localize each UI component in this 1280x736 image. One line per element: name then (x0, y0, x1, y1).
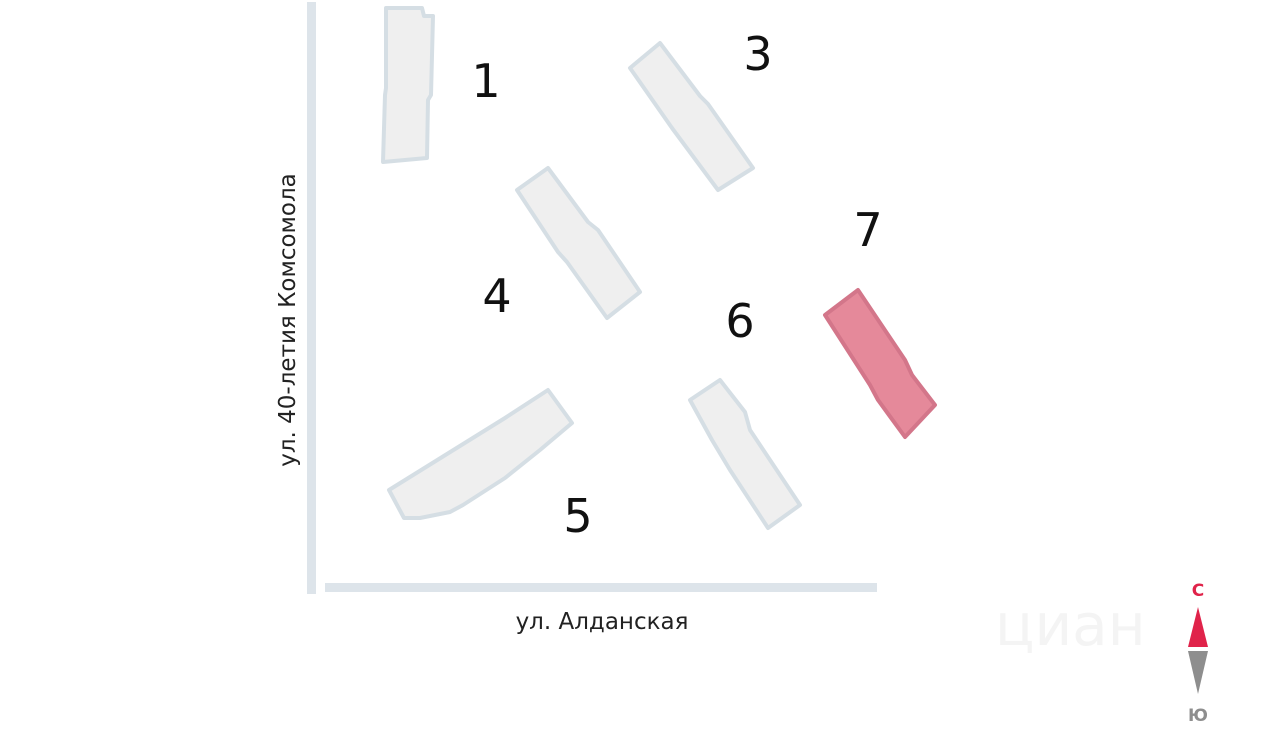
street-label-vertical: ул. 40-летия Комсомола (275, 173, 301, 467)
compass-south-label: Ю (1188, 706, 1208, 726)
building-6[interactable] (688, 378, 802, 530)
building-5[interactable] (387, 388, 574, 520)
compass-south-arrow-icon (1188, 651, 1208, 694)
compass-north-label: С (1192, 581, 1204, 601)
building-6-label: 6 (725, 294, 754, 348)
watermark-logo: циан (995, 591, 1146, 659)
building-5-label: 5 (563, 489, 592, 543)
road-vertical (307, 2, 316, 594)
building-1[interactable] (381, 6, 435, 164)
compass: С Ю (1188, 581, 1208, 726)
compass-north-arrow-icon (1188, 607, 1208, 647)
building-3[interactable] (628, 41, 755, 192)
building-7-label: 7 (853, 203, 882, 257)
building-3-label: 3 (743, 27, 772, 81)
building-7[interactable] (823, 288, 937, 439)
building-4-label: 4 (482, 269, 511, 323)
road-horizontal (325, 583, 877, 592)
building-1-label: 1 (471, 54, 500, 108)
building-4[interactable] (515, 166, 642, 320)
street-label-horizontal: ул. Алданская (516, 609, 689, 635)
